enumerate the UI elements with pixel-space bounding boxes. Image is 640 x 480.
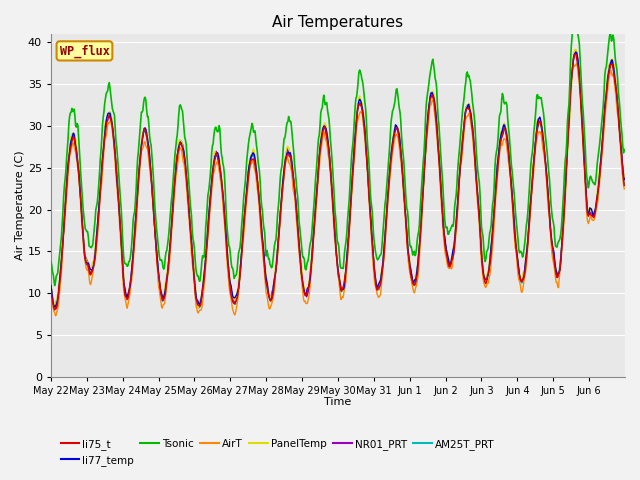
NR01_PRT <box>221 208 228 214</box>
Line: li77_temp: li77_temp <box>51 52 624 306</box>
Tsonic <box>115 174 123 180</box>
AM25T_PRT <box>271 279 278 285</box>
li75_t <box>51 307 58 313</box>
AirT <box>47 294 55 300</box>
PanelTemp <box>195 305 202 311</box>
Tsonic <box>47 258 55 264</box>
AM25T_PRT <box>430 94 438 99</box>
Text: WP_flux: WP_flux <box>60 44 109 58</box>
Tsonic <box>271 243 278 249</box>
AM25T_PRT <box>221 213 228 219</box>
NR01_PRT <box>52 305 60 311</box>
AirT <box>271 287 278 292</box>
Line: Tsonic: Tsonic <box>51 25 624 286</box>
AirT <box>115 211 123 217</box>
Line: NR01_PRT: NR01_PRT <box>51 50 624 308</box>
NR01_PRT <box>397 156 405 162</box>
Line: PanelTemp: PanelTemp <box>51 49 624 308</box>
NR01_PRT <box>271 277 278 283</box>
PanelTemp <box>221 210 228 216</box>
li77_temp <box>249 150 257 156</box>
X-axis label: Time: Time <box>324 397 351 408</box>
Legend: li75_t, li77_temp, Tsonic, AirT, PanelTemp, NR01_PRT, AM25T_PRT: li75_t, li77_temp, Tsonic, AirT, PanelTe… <box>56 434 499 470</box>
PanelTemp <box>430 91 438 96</box>
AirT <box>397 164 405 170</box>
Line: li75_t: li75_t <box>51 54 624 310</box>
AirT <box>620 186 628 192</box>
PanelTemp <box>115 189 122 195</box>
AirT <box>430 100 438 106</box>
NR01_PRT <box>115 201 123 207</box>
PanelTemp <box>271 275 278 281</box>
AirT <box>573 60 580 66</box>
Line: AM25T_PRT: AM25T_PRT <box>51 51 624 308</box>
AM25T_PRT <box>572 48 579 54</box>
li75_t <box>47 289 55 295</box>
li77_temp <box>271 276 278 282</box>
li75_t <box>620 182 628 188</box>
li77_temp <box>573 49 580 55</box>
Tsonic <box>570 23 577 28</box>
Tsonic <box>51 283 58 288</box>
li77_temp <box>47 283 55 288</box>
li77_temp <box>115 204 123 209</box>
PanelTemp <box>249 147 257 153</box>
PanelTemp <box>397 154 405 159</box>
Y-axis label: Air Temperature (C): Air Temperature (C) <box>15 151 25 260</box>
li77_temp <box>620 177 628 182</box>
AM25T_PRT <box>620 180 628 186</box>
li75_t <box>249 156 257 162</box>
NR01_PRT <box>249 150 257 156</box>
Tsonic <box>249 123 257 129</box>
NR01_PRT <box>430 98 438 104</box>
PanelTemp <box>47 285 55 290</box>
li77_temp <box>51 303 58 309</box>
li75_t <box>572 51 579 57</box>
Tsonic <box>620 146 628 152</box>
AirT <box>221 218 228 224</box>
PanelTemp <box>571 47 579 52</box>
AirT <box>249 158 257 164</box>
li75_t <box>271 280 278 286</box>
NR01_PRT <box>572 47 579 53</box>
Tsonic <box>397 132 405 138</box>
NR01_PRT <box>47 284 55 289</box>
AM25T_PRT <box>249 152 257 158</box>
AM25T_PRT <box>47 287 55 293</box>
AM25T_PRT <box>115 206 123 212</box>
li77_temp <box>221 208 228 214</box>
li75_t <box>397 157 405 163</box>
AirT <box>52 313 60 319</box>
li77_temp <box>430 95 438 100</box>
AM25T_PRT <box>397 155 405 160</box>
li75_t <box>221 211 228 217</box>
li75_t <box>115 203 123 209</box>
Line: AirT: AirT <box>51 63 624 316</box>
AM25T_PRT <box>50 305 58 311</box>
PanelTemp <box>620 174 628 180</box>
li75_t <box>430 95 438 100</box>
li77_temp <box>397 156 405 162</box>
NR01_PRT <box>620 176 628 182</box>
Title: Air Temperatures: Air Temperatures <box>273 15 404 30</box>
Tsonic <box>430 62 438 68</box>
Tsonic <box>221 170 228 176</box>
